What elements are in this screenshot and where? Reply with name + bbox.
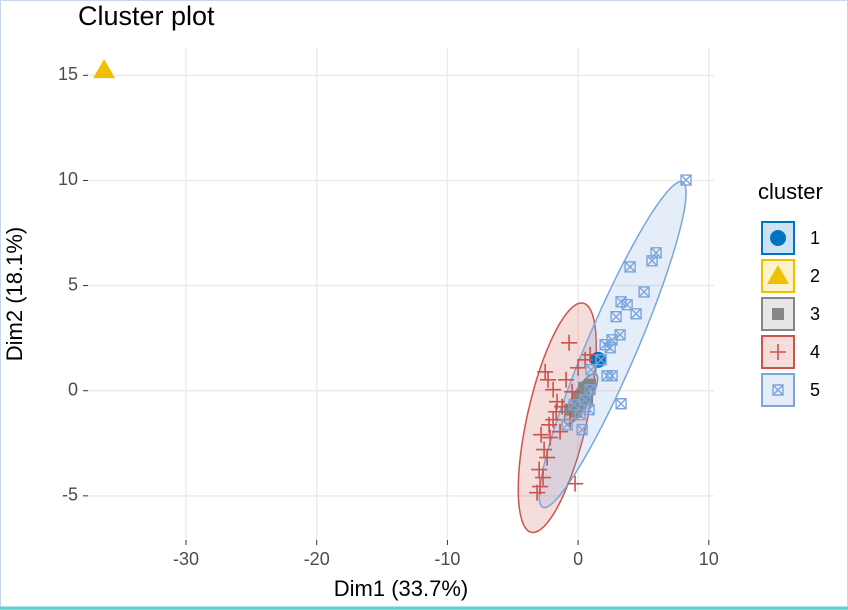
point — [615, 296, 627, 308]
point — [568, 399, 580, 411]
point — [542, 429, 559, 446]
point — [606, 370, 618, 382]
point — [552, 423, 569, 440]
x-tick-label: 10 — [699, 549, 719, 569]
legend-symbol — [772, 308, 784, 320]
chart-title: Cluster plot — [78, 1, 215, 31]
point — [554, 398, 571, 415]
x-axis-title: Dim1 (33.7%) — [334, 576, 468, 601]
point — [93, 59, 116, 79]
legend-label: 1 — [810, 228, 820, 248]
point — [561, 334, 578, 351]
point — [584, 383, 596, 396]
point — [540, 371, 557, 388]
point — [539, 449, 556, 466]
legend-label: 4 — [810, 342, 820, 362]
point — [590, 351, 607, 368]
legend-label: 2 — [810, 266, 820, 286]
point — [536, 441, 553, 458]
point — [567, 475, 584, 492]
point — [531, 461, 548, 478]
x-tick-label: -10 — [434, 549, 460, 569]
point — [646, 255, 658, 267]
point — [570, 359, 587, 376]
point — [585, 363, 597, 376]
point — [576, 423, 588, 436]
y-tick-label: 5 — [68, 274, 78, 294]
x-tick-label: 0 — [573, 549, 583, 569]
legend-symbol — [770, 344, 786, 360]
x-tick-label: -20 — [304, 549, 330, 569]
y-axis-title: Dim2 (18.1%) — [2, 227, 27, 361]
point — [529, 484, 546, 501]
point — [615, 398, 627, 410]
y-tick-label: 0 — [68, 379, 78, 399]
point — [574, 408, 586, 421]
y-tick-label: 10 — [58, 169, 78, 189]
point — [537, 363, 554, 380]
y-tick-label: 15 — [58, 64, 78, 84]
legend-label: 3 — [810, 304, 820, 324]
x-tick-label: -30 — [173, 549, 199, 569]
legend-symbol — [770, 230, 786, 246]
point — [604, 342, 616, 354]
legend-symbol — [767, 265, 789, 284]
point — [533, 426, 550, 443]
point — [624, 261, 636, 273]
point — [541, 416, 558, 433]
point — [630, 308, 642, 320]
legend-title: cluster — [758, 179, 823, 204]
point — [595, 354, 607, 366]
point — [564, 383, 581, 400]
point — [545, 381, 562, 398]
point — [610, 311, 622, 323]
point — [561, 419, 573, 431]
y-tick-label: -5 — [62, 485, 78, 505]
point — [638, 286, 650, 298]
legend-label: 5 — [810, 380, 820, 400]
legend-symbol — [772, 384, 784, 396]
point — [558, 371, 575, 388]
point — [680, 174, 692, 186]
point — [535, 469, 552, 486]
